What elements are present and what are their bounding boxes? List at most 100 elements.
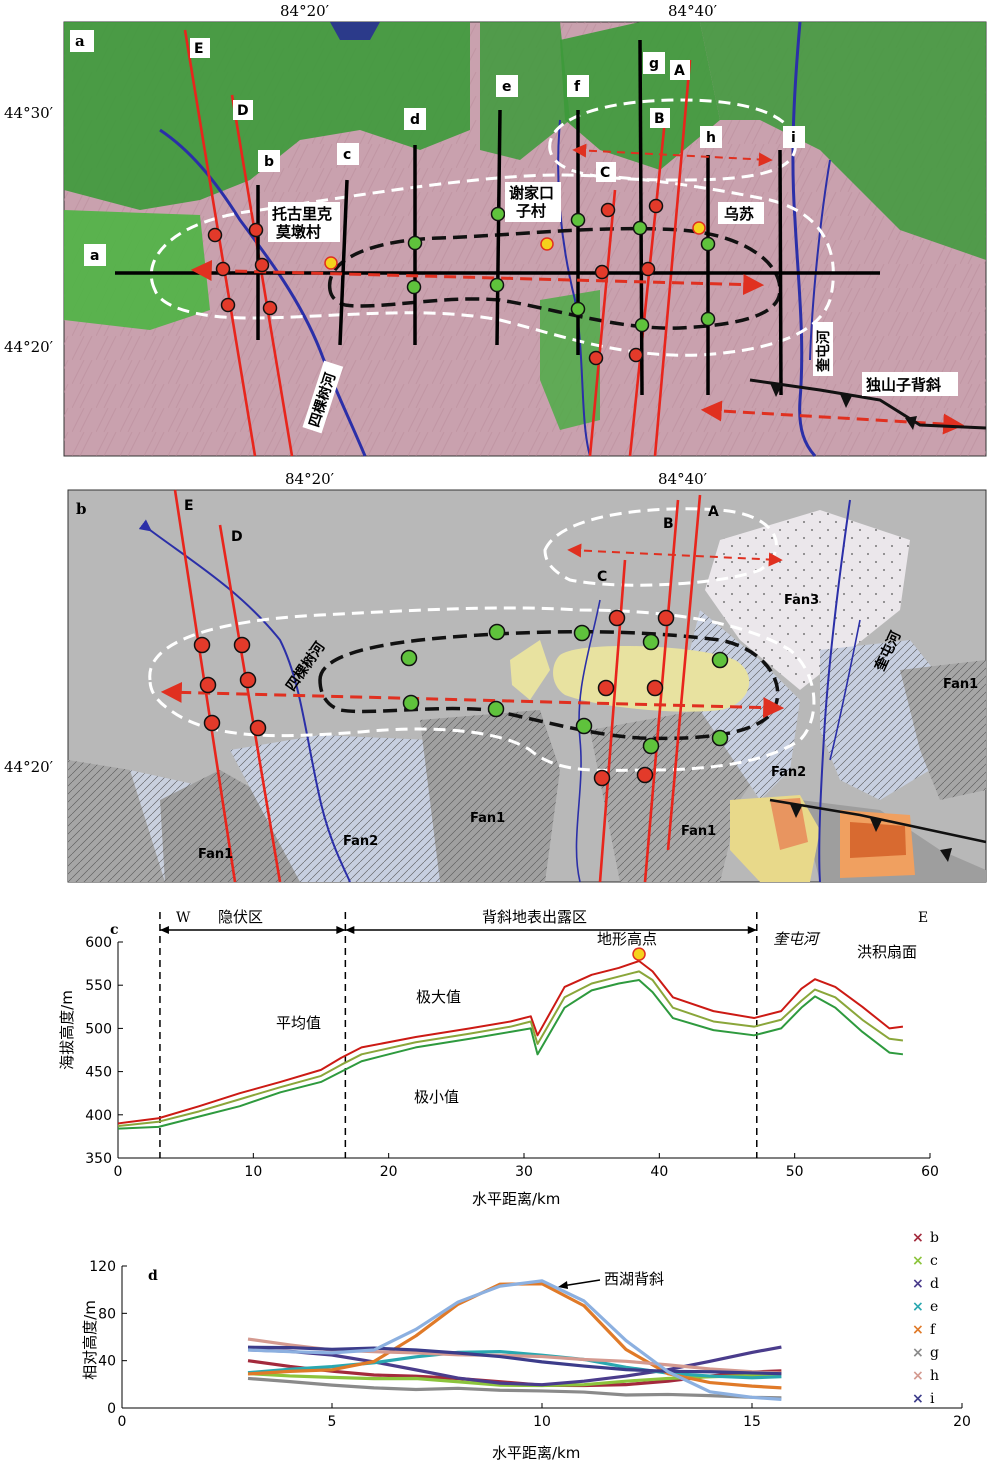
river-label-kuitun: 奎屯河: [815, 330, 832, 373]
panel-c-letter: c: [110, 922, 119, 938]
legend-marker-e: ×: [912, 1299, 924, 1315]
legend-label-g: g: [930, 1345, 939, 1361]
panel-d-relative-height-chart: d 西湖背斜 水平距离/km 相对高度/m 0 5 10 15 20 0 40 80 120 × b…: [81, 1230, 971, 1462]
x-tick-label: 0: [118, 1414, 127, 1430]
legend-marker-d: ×: [912, 1276, 924, 1292]
panel-b-letter: b: [76, 500, 87, 518]
d-annotation: 西湖背斜: [604, 1270, 664, 1288]
x-tick-label: 30: [515, 1164, 533, 1180]
y-tick-label: 40: [98, 1354, 116, 1370]
x-tick-label: 20: [380, 1164, 398, 1180]
fault-label-B: B: [654, 111, 665, 127]
b-fault-label-C: C: [597, 569, 607, 585]
b-lon-label-2: 84°40′: [658, 470, 708, 488]
legend-marker-f: ×: [912, 1322, 924, 1338]
legend-marker-h: ×: [912, 1368, 924, 1384]
y-tick-label: 450: [85, 1065, 112, 1081]
y-tick-label: 600: [85, 935, 112, 951]
anticline-outer-envelope: [149, 173, 835, 357]
series-line-e: [247, 1349, 782, 1380]
legend-label-c: c: [930, 1253, 938, 1269]
series-line-i: [247, 1345, 782, 1376]
village-tuoguli-line2: 莫墩村: [276, 223, 321, 241]
legend-label-f: f: [930, 1322, 937, 1338]
profile-intersection-points: [406, 206, 716, 333]
y-tick-label: 350: [85, 1151, 112, 1167]
fault-label-A: A: [674, 63, 685, 79]
village-tuoguli-line1: 托古里克: [272, 205, 332, 223]
c-ylabel: 海拔高度/m: [58, 990, 76, 1070]
a-lon-label-2: 84°40′: [668, 2, 718, 20]
b-fault-label-A: A: [708, 504, 719, 520]
x-tick-label: 50: [786, 1164, 804, 1180]
y-tick-label: 550: [85, 978, 112, 994]
x-tick-label: 20: [953, 1414, 971, 1430]
legend-marker-b: ×: [912, 1230, 924, 1246]
c-annot-river: 奎屯河: [773, 930, 821, 948]
annotation-arrowhead: [558, 1281, 568, 1289]
fault-label-C: C: [600, 165, 610, 181]
c-annot-peak: 地形高点: [597, 930, 657, 948]
x-tick-label: 0: [114, 1164, 123, 1180]
fan-label-1a: Fan1: [198, 847, 233, 862]
b-lat-label: 44°20′: [4, 758, 54, 776]
c-east-label: E: [918, 910, 928, 926]
legend-label-d: d: [930, 1276, 939, 1292]
b-fault-label-D: D: [231, 529, 243, 545]
c-zone-hidden: 隐伏区: [218, 908, 263, 926]
fault-intersection-points: [207, 198, 664, 366]
profile-label-c: c: [343, 147, 351, 163]
panel-c-elevation-profile-chart: c W E 隐伏区 背斜地表出露区 地形高点 奎屯河 洪积扇面 极大值 平均值 …: [58, 908, 939, 1208]
c-annot-max: 极大值: [416, 988, 461, 1006]
fan-label-1d: Fan1: [943, 677, 978, 692]
series-line-d: [247, 1345, 782, 1387]
legend-label-e: e: [930, 1299, 938, 1315]
fault-label-D: D: [237, 103, 249, 119]
profile-label-e: e: [502, 79, 512, 95]
town-wusu: 乌苏: [724, 205, 754, 223]
legend-marker-i: ×: [912, 1391, 924, 1407]
legend-label-b: b: [930, 1230, 939, 1246]
fan-label-1c: Fan1: [681, 824, 716, 839]
fan-label-1b: Fan1: [470, 811, 505, 826]
panel-a-satellite-map: 84°20′ 84°40′ 44°30′ 44°20′ a b c d e f …: [4, 2, 987, 458]
profile-label-a: a: [90, 248, 99, 264]
legend-marker-g: ×: [912, 1345, 924, 1361]
b-fault-label-B: B: [663, 516, 674, 532]
x-tick-label: 60: [921, 1164, 939, 1180]
profile-label-g: g: [649, 56, 659, 72]
fan-label-2b: Fan2: [771, 765, 806, 780]
y-tick-label: 400: [85, 1108, 112, 1124]
a-lat-label-2: 44°20′: [4, 338, 54, 356]
anticline-label-dushanzi: 独山子背斜: [866, 376, 941, 394]
series-line: [247, 1279, 782, 1401]
y-tick-label: 120: [89, 1259, 116, 1275]
fault-label-E: E: [194, 41, 204, 57]
x-tick-label: 10: [533, 1414, 551, 1430]
anticline-inner-outline: [327, 226, 782, 330]
x-tick-label: 10: [244, 1164, 262, 1180]
peak-marker: [632, 947, 646, 961]
legend-marker-c: ×: [912, 1253, 924, 1269]
y-tick-label: 80: [98, 1306, 116, 1322]
legend-label-h: h: [930, 1368, 939, 1384]
annotation-arrow: [561, 1279, 601, 1287]
profile-label-h: h: [706, 130, 716, 146]
village-xiejiakou-line1: 谢家口: [509, 184, 554, 202]
fan-label-2a: Fan2: [343, 834, 378, 849]
y-tick-label: 0: [107, 1401, 116, 1417]
d-xlabel: 水平距离/km: [492, 1444, 580, 1462]
village-xiejiakou-line2: 子村: [516, 202, 546, 220]
profile-label-b: b: [264, 154, 274, 170]
series-line: [117, 960, 904, 1125]
profile-label-i: i: [791, 130, 796, 146]
topographic-high-points: [324, 221, 706, 270]
c-xlabel: 水平距离/km: [472, 1190, 560, 1208]
series-line: [117, 970, 904, 1128]
legend-label-i: i: [930, 1391, 935, 1407]
y-tick-label: 500: [85, 1021, 112, 1037]
panel-b-geomorphic-map: 84°20′ 84°40′ 44°20′ b E D C B A 四棵树河 奎屯…: [4, 470, 987, 883]
a-lat-label-1: 44°30′: [4, 104, 54, 122]
fan-label-3: Fan3: [784, 593, 819, 608]
profile-label-d: d: [410, 112, 420, 128]
